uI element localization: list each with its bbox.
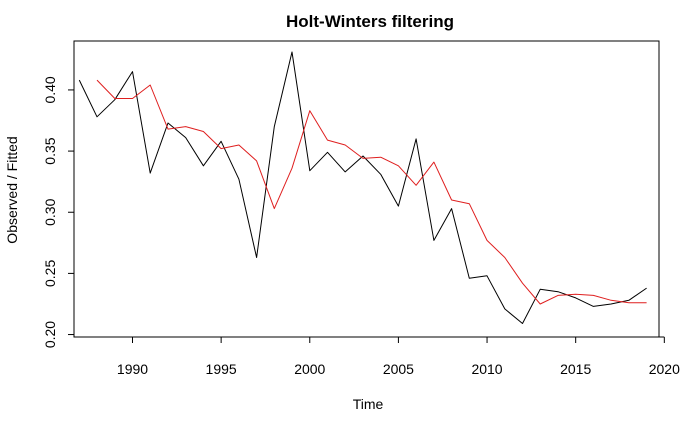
x-tick-label: 2000	[294, 361, 325, 377]
y-tick-label: 0.25	[42, 260, 58, 287]
y-tick-label: 0.20	[42, 321, 58, 348]
x-tick-label: 2020	[649, 361, 680, 377]
observed-series-line	[78, 51, 647, 324]
plot-area-frame	[73, 40, 660, 338]
y-tick-label: 0.35	[42, 137, 58, 164]
fitted-series-line	[96, 79, 647, 305]
x-tick-label: 1995	[206, 361, 237, 377]
x-tick-label: 2010	[471, 361, 502, 377]
x-axis: 1990 1995 2000 2005 2010 2015 2020	[117, 336, 680, 377]
y-axis: 0.20 0.25 0.30 0.35 0.40	[42, 76, 75, 348]
y-axis-title: Observed / Fitted	[4, 136, 20, 243]
chart-title: Holt-Winters filtering	[286, 12, 454, 31]
x-axis-title: Time	[353, 396, 384, 412]
y-tick-label: 0.30	[42, 198, 58, 225]
x-tick-label: 2015	[560, 361, 591, 377]
x-tick-label: 1990	[117, 361, 148, 377]
x-tick-label: 2005	[383, 361, 414, 377]
series-layer	[78, 51, 647, 324]
y-tick-label: 0.40	[42, 76, 58, 103]
